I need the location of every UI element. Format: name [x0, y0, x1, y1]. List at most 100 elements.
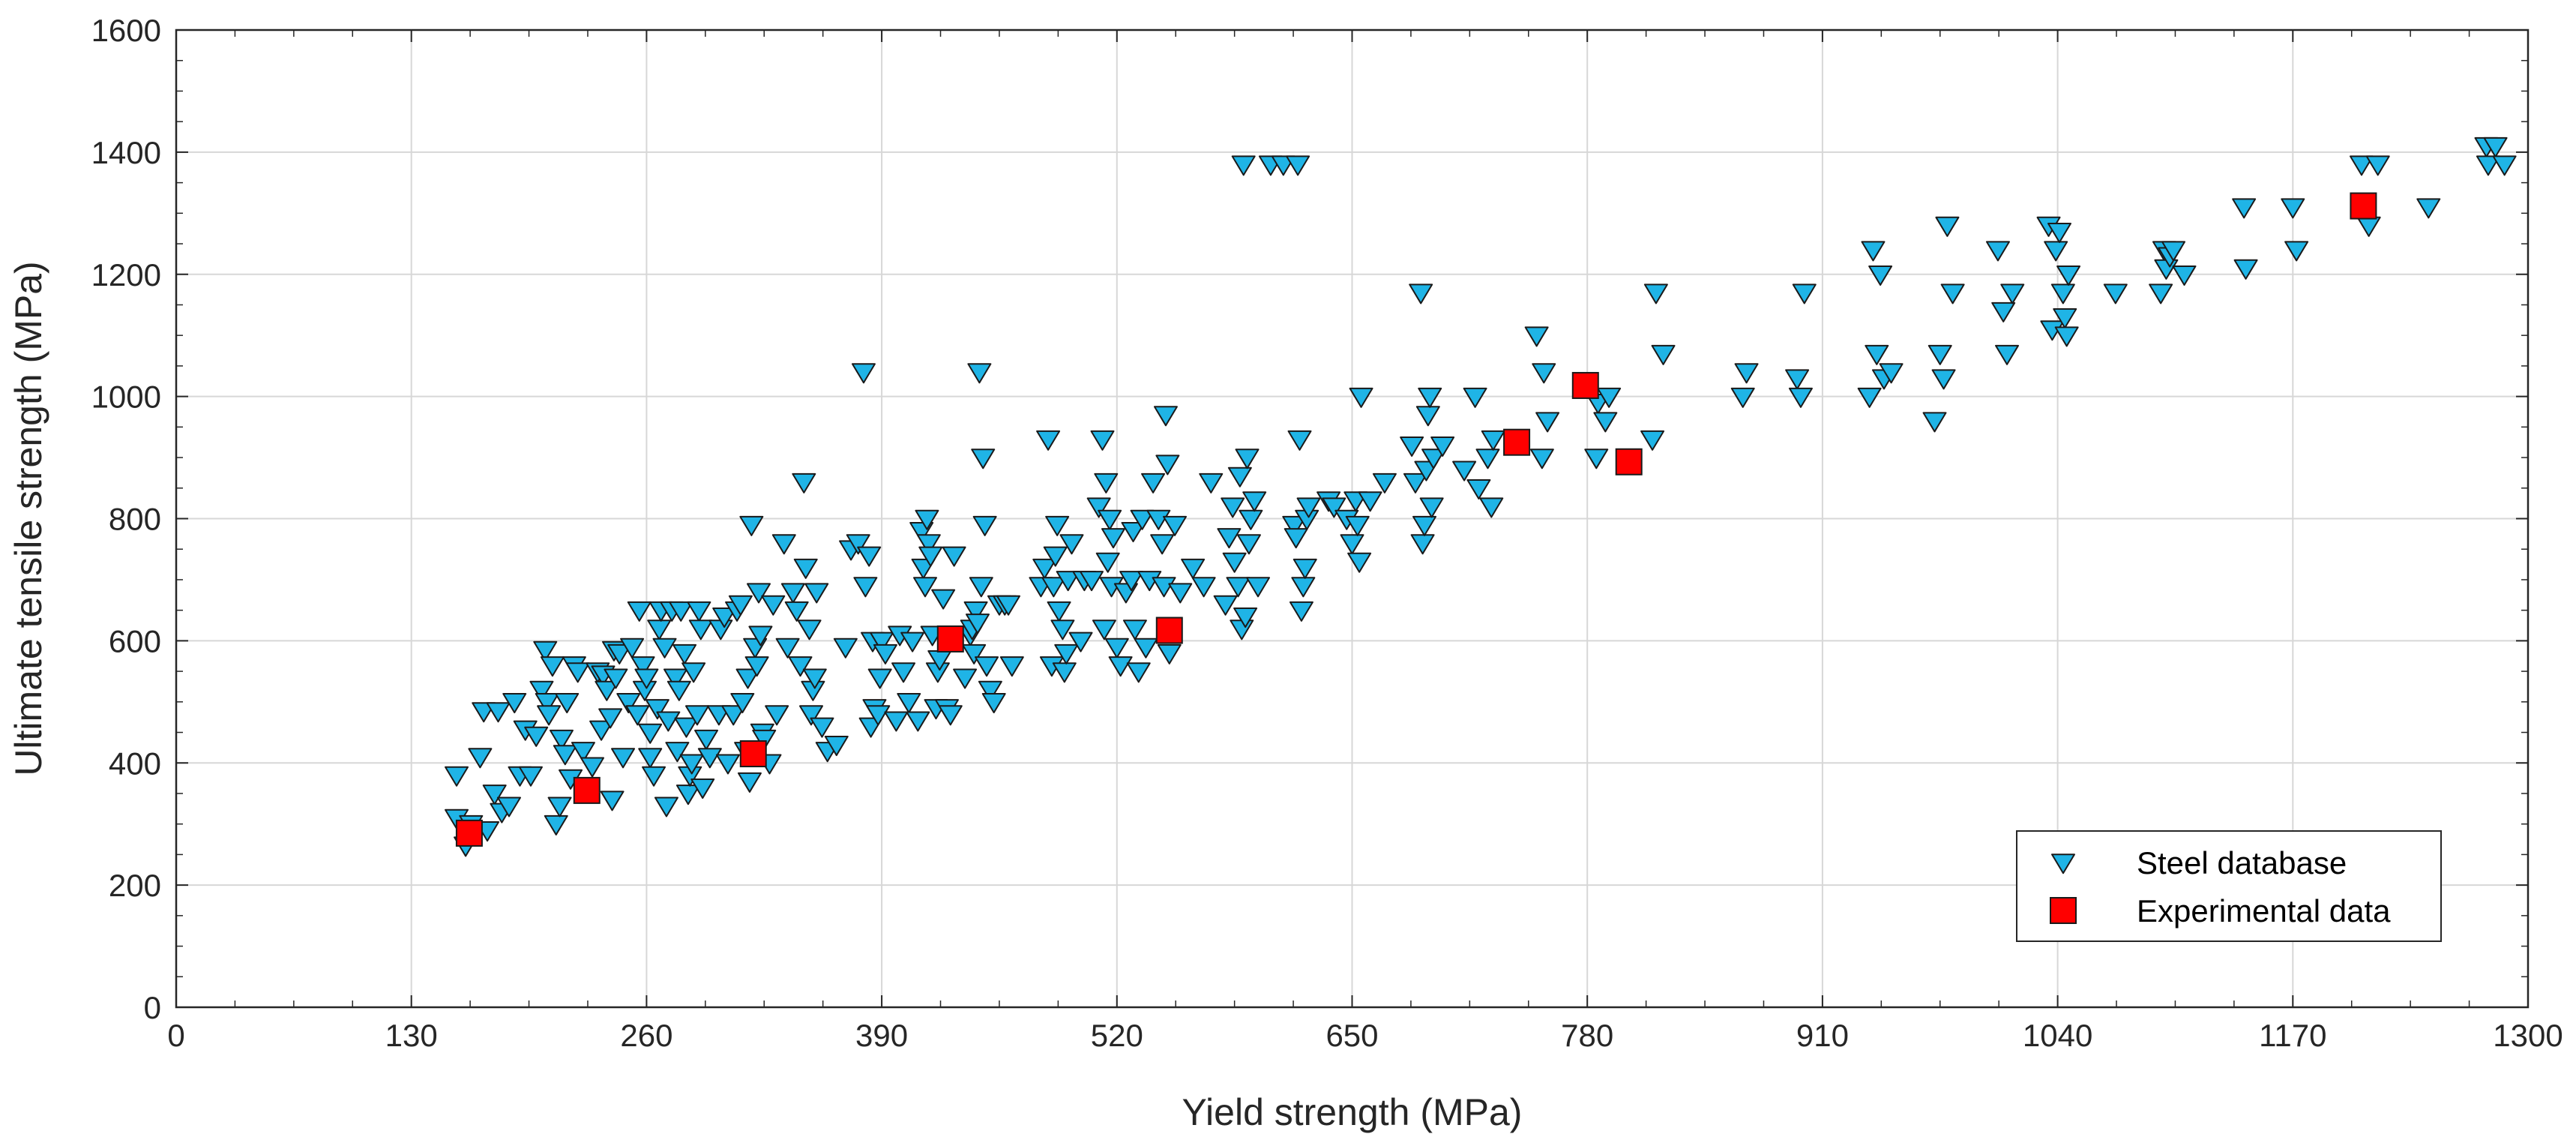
steel-database-point [775, 638, 800, 658]
y-tick-label: 1600 [91, 13, 161, 48]
steel-database-point [2047, 222, 2072, 243]
y-tick-label: 1200 [91, 257, 161, 292]
steel-database-point [915, 509, 939, 530]
steel-database-point [1785, 369, 1810, 390]
steel-database-point [2172, 265, 2197, 286]
steel-database-point [616, 693, 641, 714]
steel-database-point [1181, 558, 1206, 579]
steel-database-point [1168, 583, 1193, 604]
steel-database-point [1322, 497, 1346, 518]
steel-database-point [2365, 155, 2390, 176]
steel-database-point [2284, 241, 2309, 262]
steel-database-point [735, 668, 760, 689]
steel-database-point [688, 620, 713, 640]
steel-database-point [1222, 552, 1247, 573]
steel-database-point [1524, 326, 1549, 347]
legend: Steel database Experimental data [2016, 830, 2442, 942]
steel-database-point [549, 729, 574, 750]
steel-database-point [2483, 136, 2508, 158]
steel-database-point [529, 680, 554, 701]
steel-database-point [1403, 472, 1427, 494]
steel-database-point [846, 534, 870, 555]
steel-database-point [965, 614, 990, 634]
steel-database-point [1922, 412, 1947, 433]
legend-marker-experimental-data [2050, 897, 2077, 924]
steel-database-point [906, 711, 930, 732]
steel-database-point [972, 515, 997, 536]
steel-database-point [975, 656, 999, 677]
steel-database-point [730, 693, 755, 714]
steel-database-point [1400, 436, 1424, 458]
steel-database-point [1340, 534, 1364, 555]
y-tick-label: 1400 [91, 135, 161, 170]
steel-database-point [1032, 558, 1057, 579]
steel-database-point [679, 754, 704, 775]
steel-database-point [672, 644, 697, 664]
steel-database-point [1056, 571, 1080, 592]
steel-database-point [1126, 662, 1151, 683]
steel-database-point [971, 448, 996, 470]
steel-database-point [1593, 412, 1618, 433]
steel-database-point [1349, 387, 1373, 408]
steel-database-point [1940, 284, 1965, 304]
steel-database-point [565, 662, 590, 683]
steel-database-point [752, 729, 777, 750]
steel-database-point [765, 705, 789, 726]
steel-database-point [931, 589, 956, 610]
steel-database-point [482, 784, 507, 806]
y-tick-label: 400 [109, 746, 161, 781]
steel-database-point [2000, 284, 2025, 304]
steel-database-point [833, 638, 858, 658]
y-tick-label: 800 [109, 502, 161, 537]
steel-database-point [804, 583, 829, 604]
steel-database-point [1640, 430, 1665, 451]
x-tick-label: 390 [855, 1018, 908, 1053]
steel-database-point [604, 668, 628, 689]
steel-database-point [611, 748, 636, 769]
steel-database-point [798, 705, 823, 726]
steel-database-point [553, 745, 577, 766]
experimental-data-point [573, 776, 601, 804]
steel-database-point [544, 814, 568, 836]
steel-database-point [1242, 491, 1267, 512]
steel-database-point [744, 656, 769, 677]
steel-database-point [728, 595, 753, 616]
steel-database-point [665, 742, 690, 763]
steel-database-point [1985, 241, 2010, 262]
steel-database-point [533, 640, 558, 662]
x-tick-label: 1170 [2259, 1018, 2326, 1053]
steel-database-point [1479, 497, 1504, 518]
steel-database-point [913, 577, 938, 598]
steel-database-point [1047, 601, 1071, 622]
steel-database-point [1217, 528, 1242, 549]
steel-database-point [715, 754, 740, 775]
steel-database-point [634, 668, 659, 689]
steel-database-point [897, 693, 921, 714]
steel-database-point [1130, 509, 1155, 530]
steel-database-point [737, 772, 762, 793]
steel-database-point [1239, 509, 1263, 530]
steel-database-point [684, 705, 709, 726]
steel-database-point [497, 796, 522, 818]
steel-database-point [938, 705, 963, 726]
steel-database-point [666, 680, 691, 701]
steel-database-point [1412, 515, 1437, 536]
steel-database-point [1282, 515, 1307, 536]
steel-database-point [853, 577, 878, 598]
steel-database-point [792, 472, 816, 494]
steel-database-point [2050, 284, 2075, 304]
steel-database-point [1452, 460, 1477, 482]
legend-marker-steel-database [2051, 854, 2075, 874]
x-tick-label: 130 [385, 1018, 438, 1053]
steel-database-point [2281, 198, 2305, 219]
x-axis-title: Yield strength (MPa) [1182, 1091, 1523, 1133]
steel-database-point [638, 723, 663, 744]
steel-database-point [1410, 534, 1435, 555]
steel-database-point [1163, 515, 1188, 536]
steel-database-point [1409, 284, 1433, 304]
y-tick-label: 1000 [91, 380, 161, 415]
steel-database-point [942, 546, 966, 567]
steel-database-point [1152, 577, 1176, 598]
steel-database-point [824, 736, 849, 757]
x-tick-label: 520 [1091, 1018, 1143, 1053]
